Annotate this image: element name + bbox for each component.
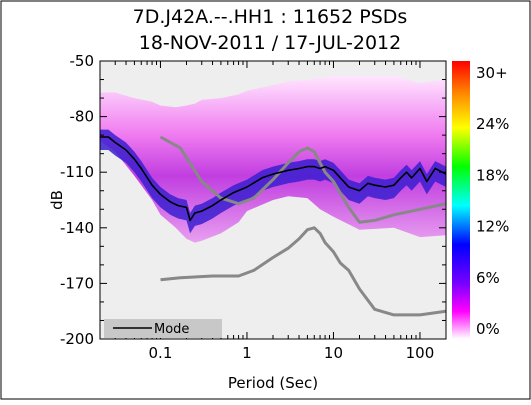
colorbar [452, 61, 470, 339]
x-tick-label: 0.1 [149, 344, 173, 362]
chart-subtitle: 18-NOV-2011 / 17-JUL-2012 [139, 32, 402, 54]
series-line-mode [100, 136, 446, 222]
x-tick-label: 100 [406, 344, 435, 362]
series-line-nhnm [160, 226, 446, 317]
y-tick-label: -110 [60, 163, 94, 181]
x-tick-label: 10 [324, 344, 343, 362]
colorbar-label: 12% [476, 218, 509, 236]
y-tick-label: -50 [70, 52, 95, 70]
y-tick-label: -170 [60, 274, 94, 292]
colorbar-label: 24% [476, 115, 509, 133]
colorbar-label: 0% [476, 320, 500, 338]
colorbar-label: 6% [476, 269, 500, 287]
colorbar-label: 18% [476, 166, 509, 184]
y-tick-label: -140 [60, 219, 94, 237]
legend-mode-label: Mode [154, 322, 189, 337]
x-axis-label: Period (Sec) [228, 374, 318, 392]
colorbar-label: 30+ [476, 64, 508, 82]
chart-title: 7D.J42A.--.HH1 : 11652 PSDs [133, 6, 408, 28]
y-tick-label: -200 [60, 330, 94, 348]
y-axis-label: dB [48, 190, 66, 210]
y-tick-label: -80 [70, 108, 95, 126]
x-tick-label: 1 [242, 344, 252, 362]
legend-box [104, 319, 222, 338]
